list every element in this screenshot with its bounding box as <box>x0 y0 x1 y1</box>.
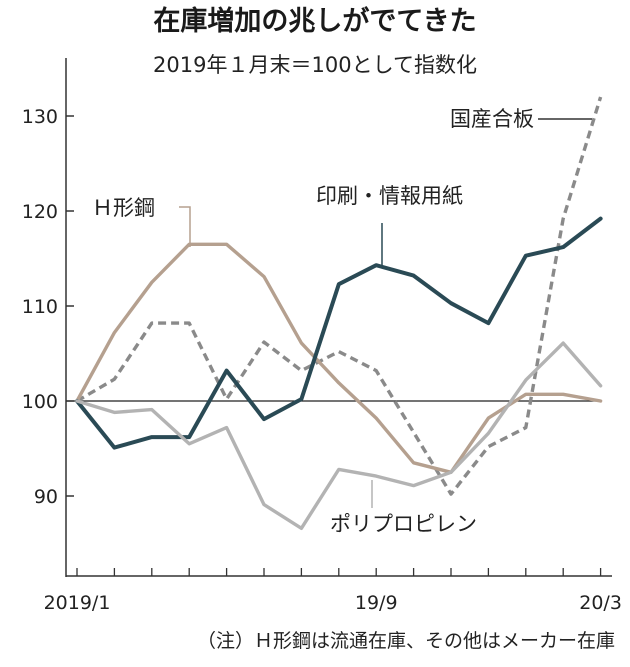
chart-title: 在庫増加の兆しがでてきた <box>153 5 476 37</box>
series-lines <box>75 96 603 530</box>
chart-subtitle: 2019年１月末＝100として指数化 <box>153 53 477 77</box>
plywood-label: 国産合板 <box>450 107 534 131</box>
x-tick-label: 20/3 <box>579 592 622 614</box>
paper-label: 印刷・情報用紙 <box>316 184 463 208</box>
pp-label: ポリプロピレン <box>330 512 477 536</box>
y-tick-label: 130 <box>22 106 58 128</box>
series-line-0 <box>76 96 603 496</box>
x-ticks: 2019/1 19/9 20/3 <box>44 568 622 614</box>
hbeam-label: Ｈ形鋼 <box>92 196 155 220</box>
y-ticks: 90 100 110 120 130 <box>22 106 74 508</box>
label-leaders <box>179 118 592 508</box>
y-tick-label: 110 <box>22 296 58 318</box>
x-tick-label: 2019/1 <box>44 592 111 614</box>
x-tick-label: 19/9 <box>355 592 398 614</box>
series-line-1 <box>75 242 603 474</box>
y-tick-label: 90 <box>34 486 58 508</box>
series-line-3 <box>75 341 603 530</box>
y-tick-label: 100 <box>22 391 58 413</box>
y-tick-label: 120 <box>22 201 58 223</box>
footnote: （注）Ｈ形鋼は流通在庫、その他はメーカー在庫 <box>197 630 615 652</box>
hbeam-leader <box>179 206 191 247</box>
series-line-2 <box>75 216 603 450</box>
